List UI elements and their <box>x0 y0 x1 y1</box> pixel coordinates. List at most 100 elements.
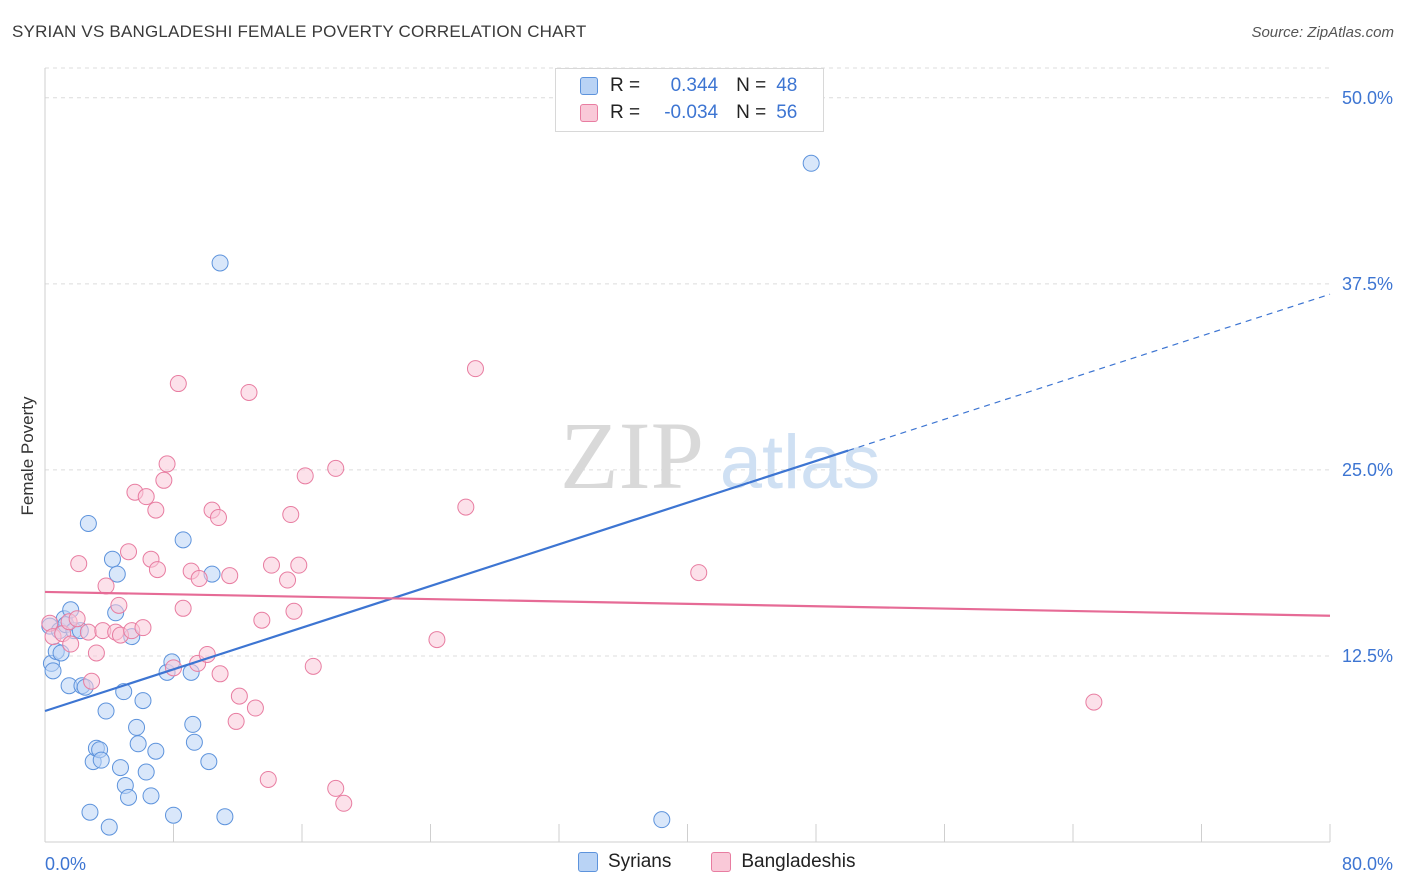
bangladeshis-point <box>279 571 297 589</box>
syrians-point <box>100 818 118 836</box>
syrians-point <box>92 751 110 769</box>
bangladeshis-point <box>147 501 165 519</box>
watermark-zip: ZIP <box>560 402 704 509</box>
bangladeshis-point <box>68 610 86 628</box>
n-label: N = <box>736 102 767 123</box>
syrians-r-value: 0.344 <box>670 75 719 96</box>
syrians-point <box>128 718 146 736</box>
trend-lines <box>44 293 1331 713</box>
axes <box>44 68 1331 843</box>
watermark-atlas: atlas <box>720 420 881 505</box>
syrians-point <box>134 692 152 710</box>
legend-row-syrians: R = 0.344 N = 48 <box>580 73 797 99</box>
syrians-point <box>142 787 160 805</box>
bangladeshis-point <box>327 779 345 797</box>
y-tick-label: 25.0% <box>1342 460 1393 480</box>
syrians-point <box>211 254 229 272</box>
y-tick-label: 12.5% <box>1342 646 1393 666</box>
y-tick-label: 37.5% <box>1342 274 1393 294</box>
bangladeshis-point <box>62 635 80 653</box>
syrians-point <box>108 565 126 583</box>
legend-item-syrians[interactable]: Syrians <box>578 851 671 873</box>
bangladeshis-point <box>158 455 176 473</box>
bangladeshis-point <box>457 498 475 516</box>
bangladeshis-point <box>285 602 303 620</box>
bangladeshis-point <box>335 794 353 812</box>
legend-label-syrians: Syrians <box>608 851 672 872</box>
syrians-point <box>103 550 121 568</box>
syrians-point <box>147 742 165 760</box>
bangladeshis-point <box>221 567 239 585</box>
bangladeshis-point <box>169 375 187 393</box>
grid-lines <box>45 67 1330 657</box>
bangladeshis-point <box>190 570 208 588</box>
bangladeshis-swatch <box>580 104 598 122</box>
bangladeshis-point <box>259 770 277 788</box>
bangladeshis-point <box>155 471 173 489</box>
bangladeshis-point <box>466 360 484 378</box>
syrians-point <box>200 753 218 771</box>
bangladeshis-trend-line <box>44 590 1331 617</box>
syrians-swatch <box>580 77 598 95</box>
syrians-point <box>137 763 155 781</box>
bangladeshis-swatch <box>711 852 732 872</box>
tick-labels: 12.5% 25.0% 37.5% 50.0% 0.0% 80.0% <box>45 88 1393 874</box>
bangladeshis-point <box>70 555 88 573</box>
syrians-point <box>174 531 192 549</box>
bangladeshis-point <box>428 631 446 649</box>
syrians-point <box>165 806 182 824</box>
bangladeshis-point <box>87 644 105 662</box>
bangladeshis-point <box>198 645 216 663</box>
bangladeshis-point <box>246 699 264 717</box>
series-legend: Syrians Bangladeshis <box>578 851 895 873</box>
bangladeshis-point <box>209 509 227 527</box>
syrians-point <box>802 154 820 172</box>
bangladeshis-point <box>1085 693 1103 711</box>
chart-title: SYRIAN VS BANGLADESHI FEMALE POVERTY COR… <box>12 22 587 41</box>
bangladeshis-point <box>296 467 314 485</box>
syrians-point <box>111 759 129 777</box>
r-label: R = <box>610 102 641 123</box>
r-label: R = <box>610 75 641 96</box>
legend-row-bangladeshis: R = -0.034 N = 56 <box>580 100 797 126</box>
bangladeshis-point <box>148 561 166 579</box>
bangladeshis-point <box>174 599 192 617</box>
bangladeshis-point <box>290 556 308 574</box>
bangladeshis-point <box>230 687 248 705</box>
syrians-point <box>44 662 62 680</box>
legend-item-bangladeshis[interactable]: Bangladeshis <box>711 851 855 873</box>
bangladeshis-point <box>79 623 97 641</box>
syrians-swatch <box>578 852 598 872</box>
bangladeshis-point <box>211 665 229 683</box>
bangladeshis-point <box>240 383 258 401</box>
syrians-point <box>185 733 203 751</box>
bangladeshis-point <box>304 657 322 675</box>
bangladeshis-point <box>282 506 300 524</box>
bangladeshis-r-value: -0.034 <box>664 102 719 123</box>
y-tick-label: 50.0% <box>1342 88 1393 108</box>
syrians-point <box>120 788 138 806</box>
bangladeshis-point <box>262 556 280 574</box>
bangladeshis-point <box>134 619 152 637</box>
syrians-n-value: 48 <box>776 75 798 96</box>
bangladeshis-point <box>690 564 708 582</box>
syrians-point <box>97 702 115 720</box>
bangladeshis-point <box>110 596 128 614</box>
source-label: Source: ZipAtlas.com <box>1251 24 1394 41</box>
syrians-point <box>653 811 671 829</box>
legend-label-bangladeshis: Bangladeshis <box>741 851 856 872</box>
syrians-point <box>79 514 97 532</box>
bangladeshis-point <box>97 577 115 595</box>
bangladeshis-point <box>227 712 245 730</box>
bangladeshis-point <box>83 672 101 690</box>
syrians-point <box>216 808 234 826</box>
syrians-point <box>81 803 99 821</box>
n-label: N = <box>736 75 767 96</box>
bangladeshis-point <box>137 488 155 506</box>
bangladeshis-point <box>327 459 345 477</box>
bangladeshis-point <box>120 543 138 561</box>
watermark: ZIP atlas <box>560 402 880 509</box>
syrians-trend-line <box>44 449 849 713</box>
bangladeshis-n-value: 56 <box>776 102 798 123</box>
